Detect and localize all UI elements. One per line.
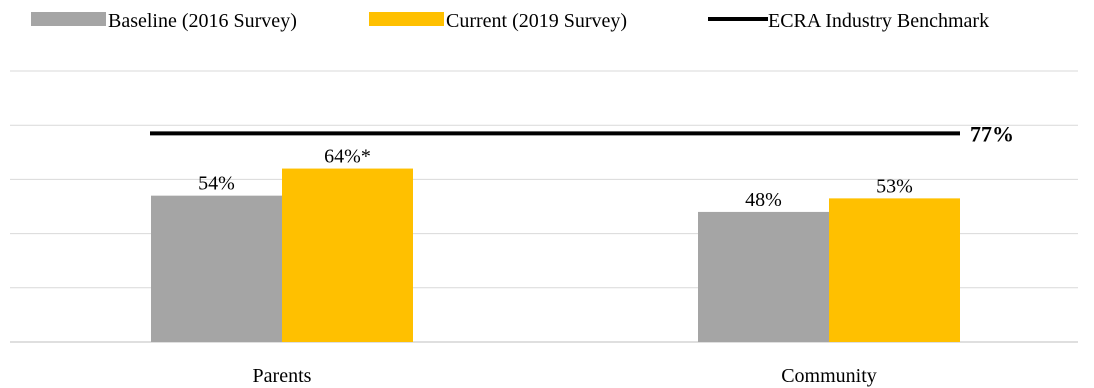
data-label: 48% <box>745 189 782 211</box>
category-label-parents: Parents <box>253 365 312 387</box>
data-labels: 54% 64%* 48% 53% <box>198 146 913 211</box>
legend: Baseline (2016 Survey) Current (2019 Sur… <box>31 10 989 32</box>
bar-baseline-community <box>698 211 829 342</box>
bar-current-parents <box>282 168 413 342</box>
legend-swatch-current <box>369 12 444 26</box>
data-label: 64%* <box>324 146 371 168</box>
benchmark-layer: 77% <box>150 121 1014 146</box>
category-axis: Parents Community <box>253 365 877 387</box>
legend-label-current: Current (2019 Survey) <box>446 10 627 32</box>
category-label-community: Community <box>781 365 877 387</box>
bars <box>151 168 960 342</box>
data-label: 54% <box>198 173 235 195</box>
bar-current-community <box>829 198 960 342</box>
legend-swatch-baseline <box>31 12 106 26</box>
legend-label-baseline: Baseline (2016 Survey) <box>108 10 297 32</box>
legend-label-benchmark: ECRA Industry Benchmark <box>768 10 989 32</box>
benchmark-label: 77% <box>970 121 1014 146</box>
data-label: 53% <box>876 175 913 197</box>
bar-baseline-parents <box>151 195 282 342</box>
